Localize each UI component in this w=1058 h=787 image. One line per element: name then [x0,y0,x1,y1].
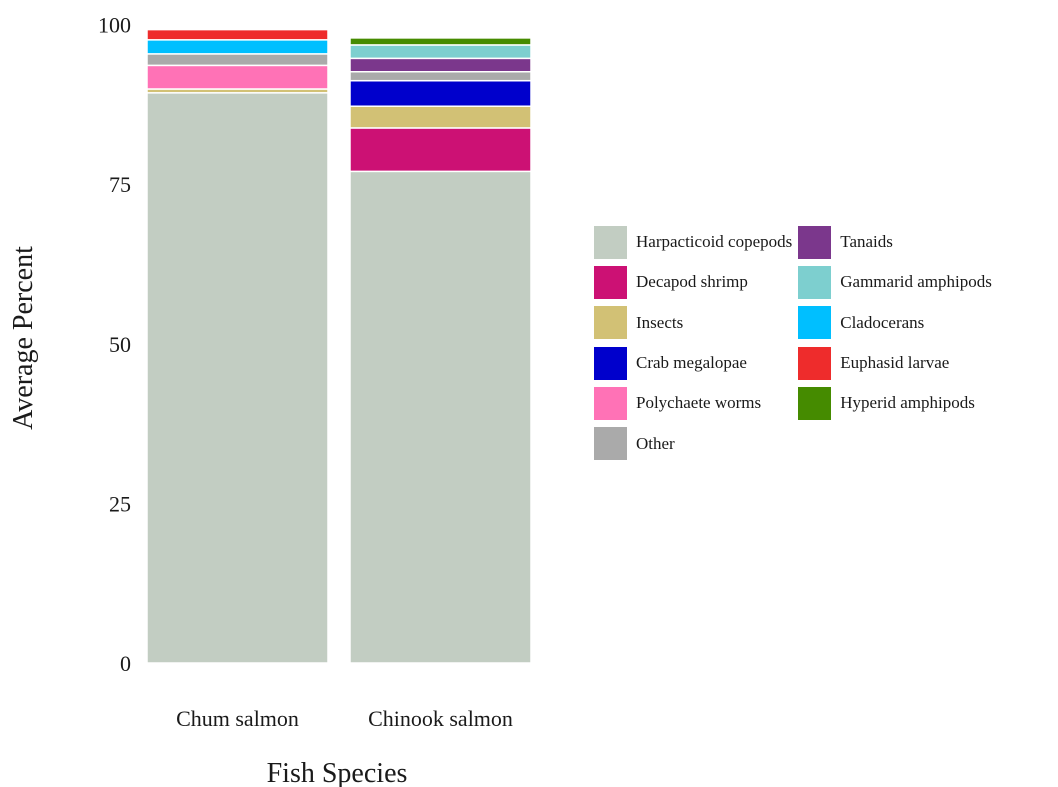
bar-segment-chum-salmon-cladocerans [146,39,329,55]
y-axis-title: Average Percent [8,246,39,430]
x-axis-title: Fish Species [267,758,408,787]
bar-segment-chinook-salmon-gammarid-amphipods [349,44,532,60]
legend-item-decapod-shrimp: Decapod shrimp [594,262,792,302]
y-tick-label: 75 [109,172,131,197]
bar-segment-chinook-salmon-decapod-shrimp [349,127,532,173]
legend-item-tanaids: Tanaids [798,222,992,262]
legend-label: Crab megalopae [636,353,747,373]
legend-item-harpacticoid-copepods: Harpacticoid copepods [594,222,792,262]
y-axis-ticks: 0 25 50 75 100 [98,13,131,677]
bar-segment-chinook-salmon-tanaids [349,57,532,73]
y-tick-label: 100 [98,13,131,38]
legend-label: Hyperid amphipods [840,393,975,413]
legend-swatch [798,225,832,259]
bar-segment-chinook-salmon-other [349,70,532,82]
y-tick-label: 50 [109,332,131,357]
bar-segment-chum-salmon-other [146,53,329,67]
legend-label: Other [636,433,675,453]
legend-item-euphasid-larvae: Euphasid larvae [798,343,992,383]
bar-segment-chinook-salmon-insects [349,105,532,129]
y-tick-label: 0 [120,651,131,676]
legend-item-other: Other [594,423,792,463]
legend-swatch [594,427,627,461]
legend-item-gammarid-amphipods: Gammarid amphipods [798,262,992,302]
bar-segment-chinook-salmon-hyperid-amphipods [349,37,532,46]
legend-swatch [594,306,627,340]
legend-item-polychaete-worms: Polychaete worms [594,383,792,423]
legend-swatch [798,306,832,340]
x-tick-label: Chum salmon [176,706,299,731]
bar-segment-chum-salmon-euphasid-larvae [146,28,329,41]
bar-segment-chum-salmon-polychaete-worms [146,64,329,90]
legend-item-hyperid-amphipods: Hyperid amphipods [798,383,992,423]
legend-swatch [594,265,627,299]
x-tick-label: Chinook salmon [368,706,513,731]
y-tick-label: 25 [109,491,131,516]
legend-label: Harpacticoid copepods [636,232,793,252]
legend-label: Tanaids [840,232,893,252]
bar-segment-chinook-salmon-crab-megalopae [349,79,532,107]
x-axis-ticks: Chum salmon Chinook salmon [176,706,513,731]
legend-swatch [594,346,627,380]
legend-item-crab-megalopae: Crab megalopae [594,343,792,383]
legend-item-insects: Insects [594,303,792,343]
legend-swatch [594,386,627,420]
legend-swatch [594,225,627,259]
legend-label: Euphasid larvae [840,353,950,373]
legend-label: Polychaete worms [636,393,762,413]
bar-segment-chum-salmon-harpacticoid-copepods [146,92,329,664]
plot-area [146,28,532,664]
legend-label: Insects [636,312,684,332]
legend-label: Gammarid amphipods [840,272,992,292]
legend: Harpacticoid copepods Decapod shrimp Insec… [594,222,992,464]
legend-label: Cladocerans [840,312,925,332]
legend-item-cladocerans: Cladocerans [798,303,992,343]
legend-column-2: Tanaids Gammarid amphipods Cladocerans Euph… [798,222,992,464]
legend-label: Decapod shrimp [636,272,748,292]
legend-column-1: Harpacticoid copepods Decapod shrimp Insec… [594,222,792,464]
legend-swatch [798,265,832,299]
legend-swatch [798,346,832,380]
legend-swatch [798,386,832,420]
bar-segment-chinook-salmon-harpacticoid-copepods [349,170,532,664]
